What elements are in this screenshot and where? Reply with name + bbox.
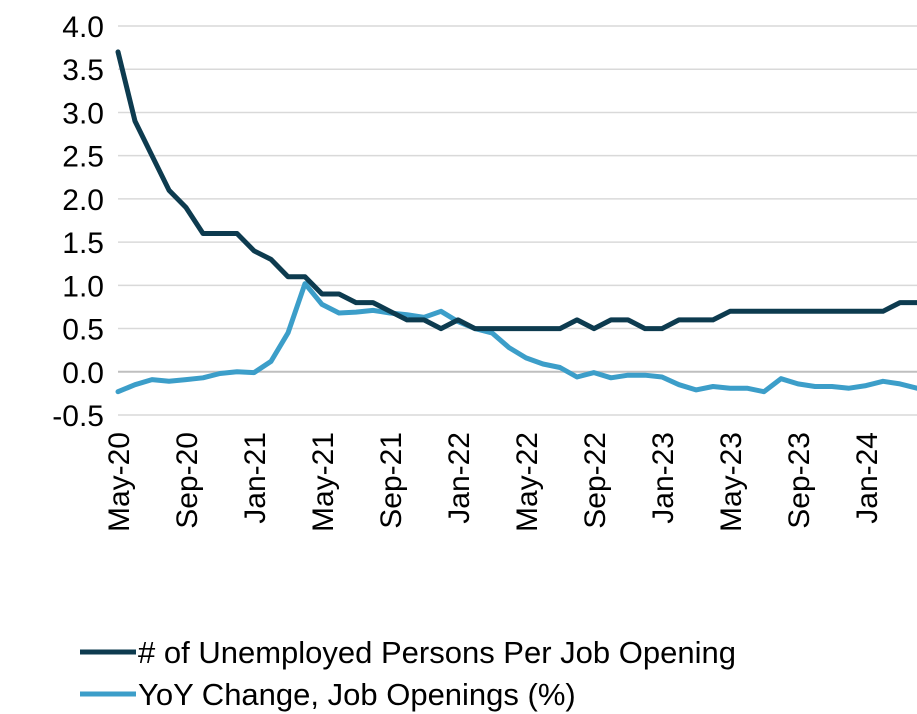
x-tick-label: May-20 (103, 432, 136, 532)
y-tick-label: 2.5 (62, 141, 104, 174)
x-tick-label: Jan-24 (851, 432, 884, 524)
gridlines (118, 25, 917, 416)
y-tick-label: 1.5 (62, 227, 104, 260)
legend-item: YoY Change, Job Openings (%) (80, 677, 576, 712)
x-tick-label: May-21 (307, 432, 340, 532)
series-lines (115, 49, 917, 395)
y-tick-label: 2.0 (62, 184, 104, 217)
legend: # of Unemployed Persons Per Job Opening Y… (80, 635, 736, 712)
y-tick-label: 0.0 (62, 357, 104, 390)
x-tick-label: Jan-23 (647, 432, 680, 524)
y-tick-label: 4.0 (62, 11, 104, 44)
x-tick-label: Sep-22 (579, 432, 612, 529)
y-tick-label: -0.5 (52, 400, 104, 433)
y-tick-label: 0.5 (62, 314, 104, 347)
x-tick-label: Jan-22 (443, 432, 476, 524)
series-line (115, 281, 917, 395)
y-axis-ticks: 4.0 3.5 3.0 2.5 2.0 1.5 1.0 0.5 0.0 -0.5 (52, 11, 104, 433)
legend-item: # of Unemployed Persons Per Job Opening (80, 635, 736, 670)
y-tick-label: 3.0 (62, 97, 104, 130)
x-tick-label: May-23 (715, 432, 748, 532)
legend-label: # of Unemployed Persons Per Job Opening (138, 635, 736, 670)
x-tick-label: Jan-21 (239, 432, 272, 524)
x-tick-label: Sep-20 (171, 432, 204, 529)
y-tick-label: 1.0 (62, 270, 104, 303)
legend-label: YoY Change, Job Openings (%) (138, 677, 576, 712)
x-axis-ticks: May-20 Sep-20 Jan-21 May-21 Sep-21 Jan-22 May-… (103, 432, 884, 532)
x-tick-label: Sep-21 (375, 432, 408, 529)
series-line (115, 49, 917, 332)
x-tick-label: Sep-23 (783, 432, 816, 529)
y-tick-label: 3.5 (62, 54, 104, 87)
x-tick-label: May-22 (511, 432, 544, 532)
